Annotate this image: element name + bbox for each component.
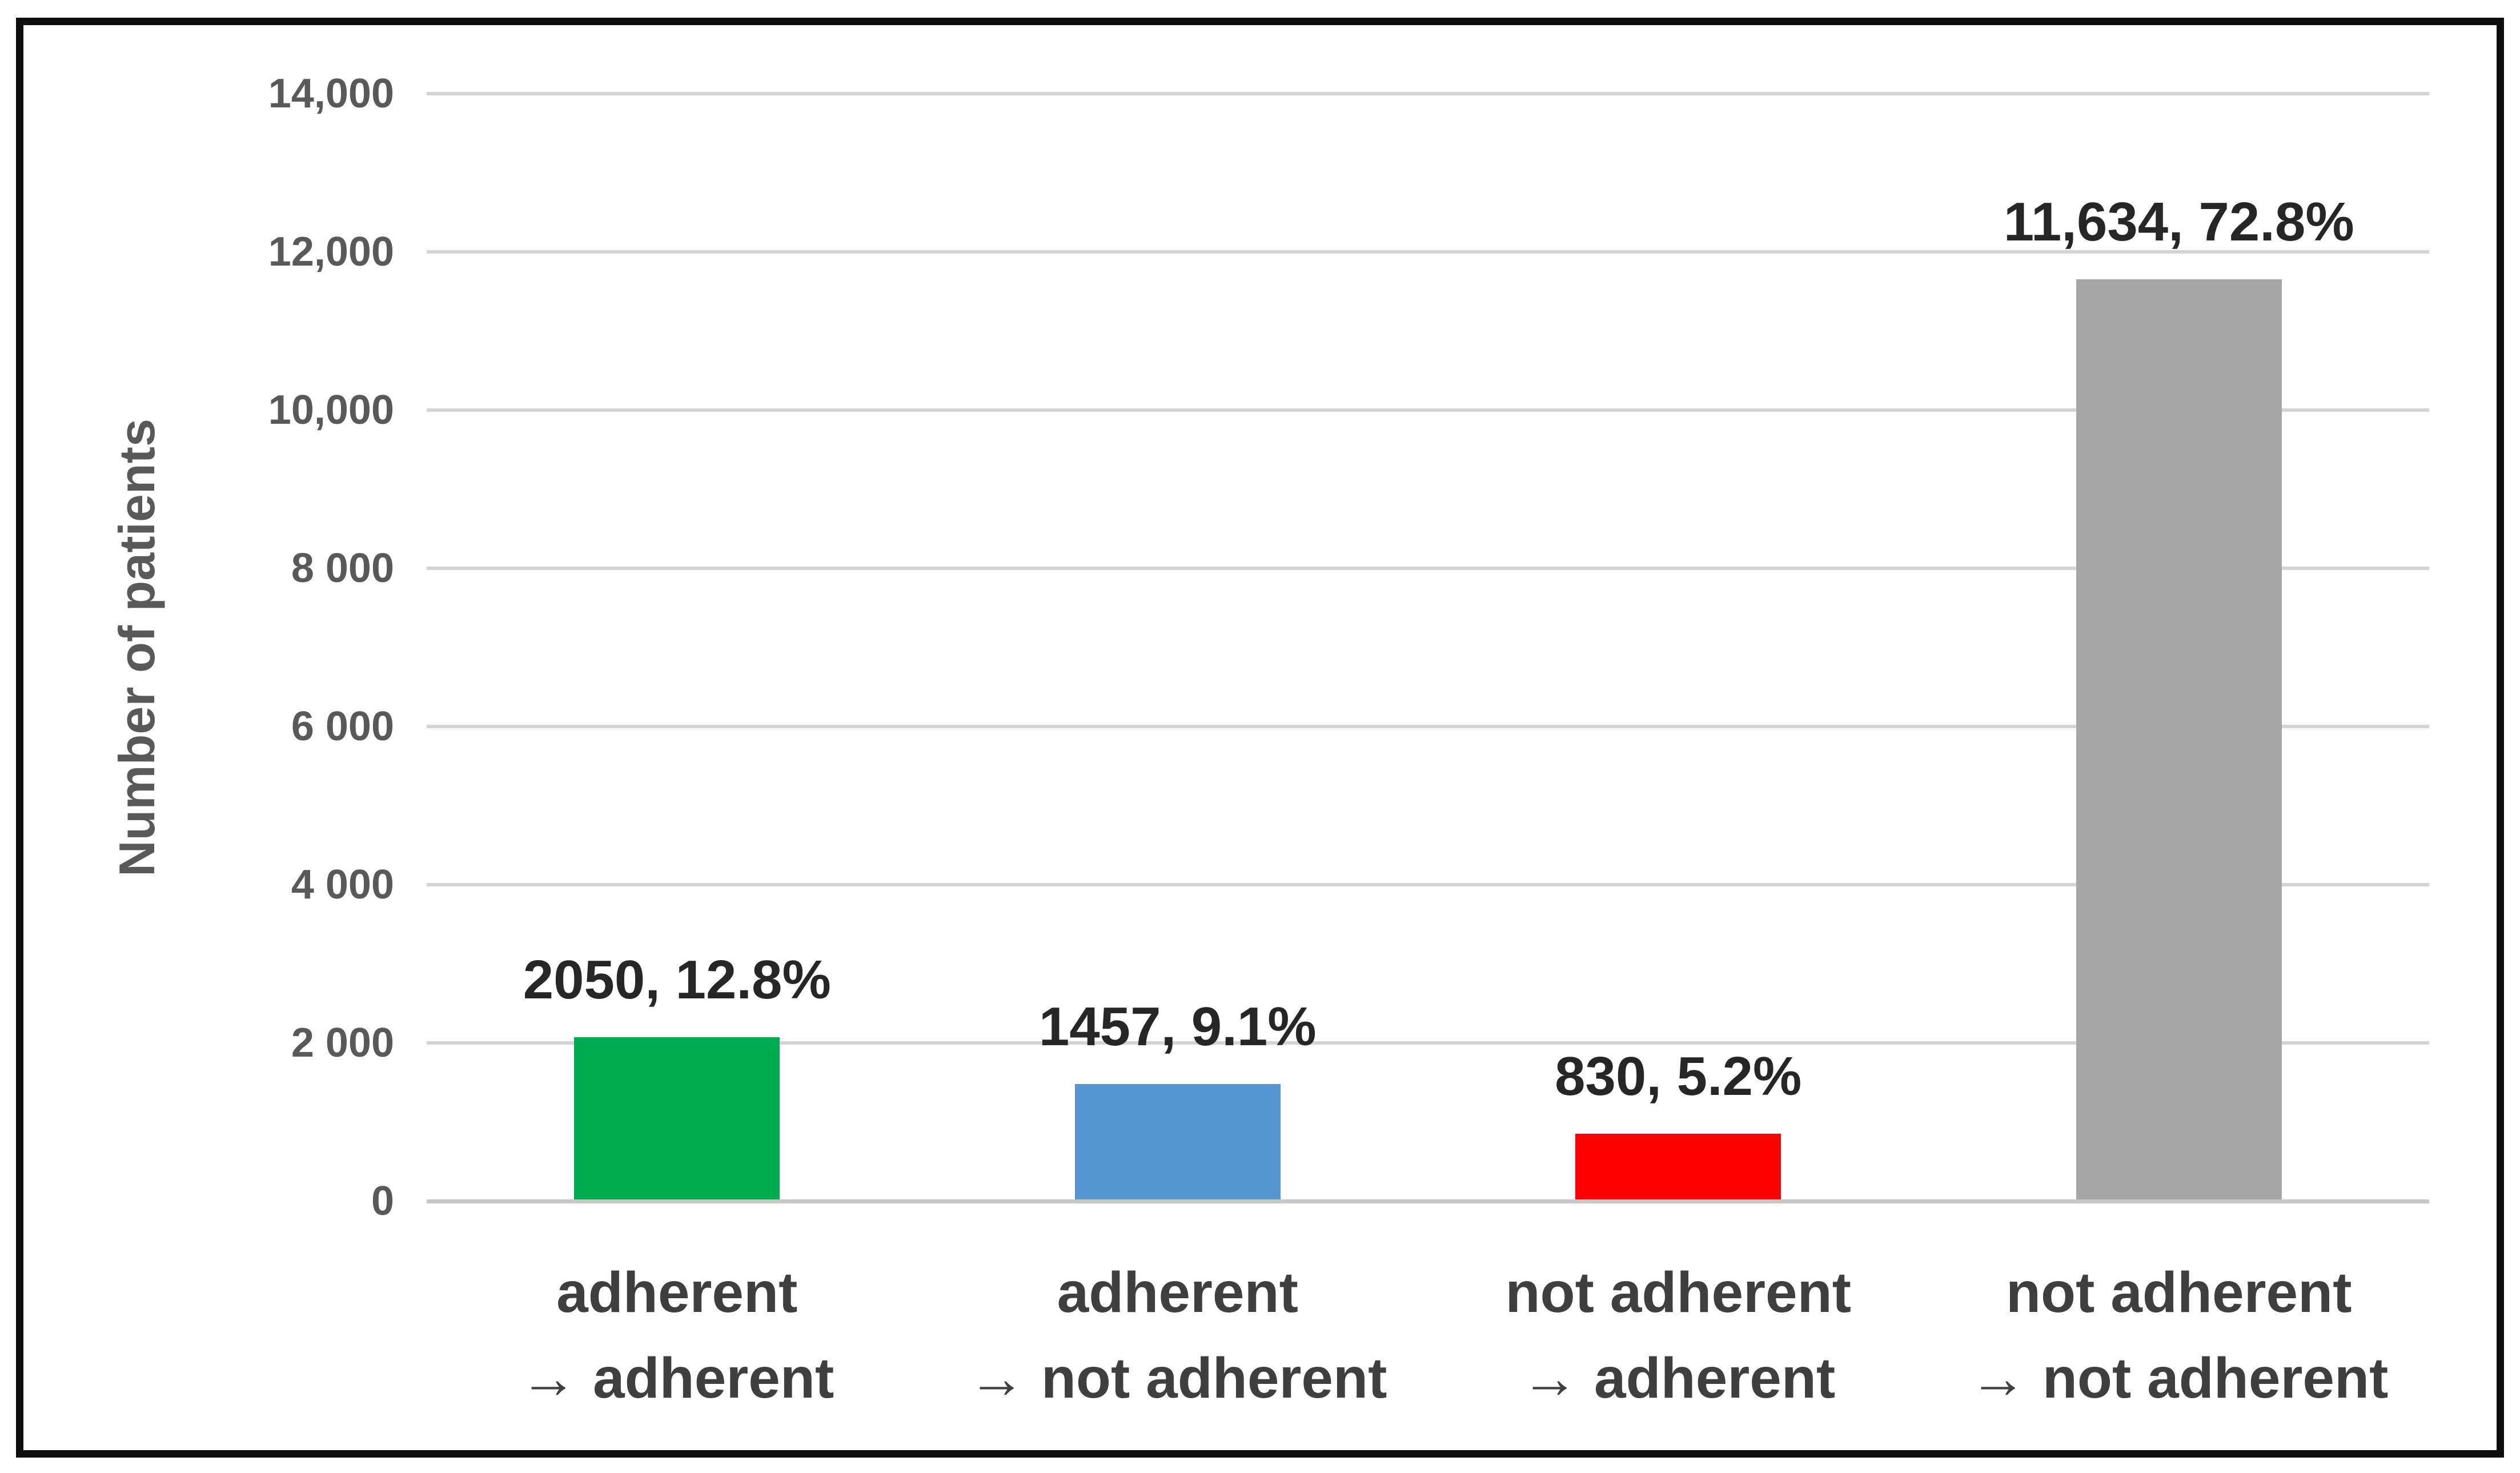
category-label: adherent → adherent [294,1250,1060,1421]
category-label: not adherent → not adherent [1796,1250,2520,1421]
gridline [427,567,2429,570]
bar [2076,279,2282,1199]
y-tick-label: 2 000 [291,1020,394,1066]
y-tick-label: 8 000 [291,545,394,591]
bar-value-label: 830, 5.2% [1555,1046,1802,1107]
gridline [427,408,2429,412]
category-label-line: adherent [556,1261,798,1325]
y-tick-label: 10,000 [268,387,394,433]
y-tick-label: 6 000 [291,704,394,749]
category-label-line: → not adherent [1969,1346,2389,1410]
gridline [427,1041,2429,1045]
gridline [427,883,2429,886]
y-tick-label: 14,000 [268,71,394,117]
category-label-line: not adherent [2005,1261,2352,1325]
category-label-line: adherent [1057,1261,1298,1325]
bar-value-label: 1457, 9.1% [1038,996,1317,1057]
bar [574,1037,780,1199]
x-axis-line [427,1199,2429,1203]
category-label-line: not adherent [1505,1261,1852,1325]
bar [1074,1084,1281,1199]
gridline [427,92,2429,95]
y-axis-title: Number of patients [109,419,165,877]
bar [1575,1134,1781,1199]
category-label: adherent → not adherent [795,1250,1560,1421]
y-tick-label: 0 [371,1178,394,1224]
gridline [427,725,2429,728]
category-label: not adherent → adherent [1295,1250,2061,1421]
y-tick-label: 12,000 [268,229,394,275]
y-tick-label: 4 000 [291,862,394,908]
gridline [427,250,2429,254]
category-label-line: → adherent [1521,1346,1836,1410]
category-label-line: → adherent [520,1346,834,1410]
category-label-line: → not adherent [968,1346,1387,1410]
bar-value-label: 11,634, 72.8% [2003,191,2354,252]
bar-value-label: 2050, 12.8% [523,949,831,1010]
